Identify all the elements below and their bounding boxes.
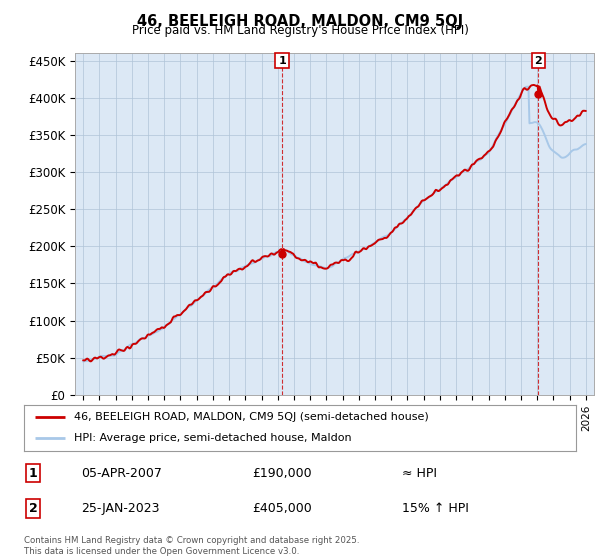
Text: 25-JAN-2023: 25-JAN-2023: [81, 502, 160, 515]
Text: 2: 2: [535, 55, 542, 66]
Text: Price paid vs. HM Land Registry's House Price Index (HPI): Price paid vs. HM Land Registry's House …: [131, 24, 469, 37]
Text: 1: 1: [29, 466, 37, 480]
Text: 46, BEELEIGH ROAD, MALDON, CM9 5QJ: 46, BEELEIGH ROAD, MALDON, CM9 5QJ: [137, 14, 463, 29]
Text: 46, BEELEIGH ROAD, MALDON, CM9 5QJ (semi-detached house): 46, BEELEIGH ROAD, MALDON, CM9 5QJ (semi…: [74, 412, 428, 422]
Text: 15% ↑ HPI: 15% ↑ HPI: [402, 502, 469, 515]
Text: 1: 1: [278, 55, 286, 66]
Text: 05-APR-2007: 05-APR-2007: [81, 466, 162, 480]
Text: 2: 2: [29, 502, 37, 515]
Text: Contains HM Land Registry data © Crown copyright and database right 2025.
This d: Contains HM Land Registry data © Crown c…: [24, 536, 359, 556]
Text: £405,000: £405,000: [252, 502, 312, 515]
Text: £190,000: £190,000: [252, 466, 311, 480]
Text: ≈ HPI: ≈ HPI: [402, 466, 437, 480]
Text: HPI: Average price, semi-detached house, Maldon: HPI: Average price, semi-detached house,…: [74, 433, 352, 444]
